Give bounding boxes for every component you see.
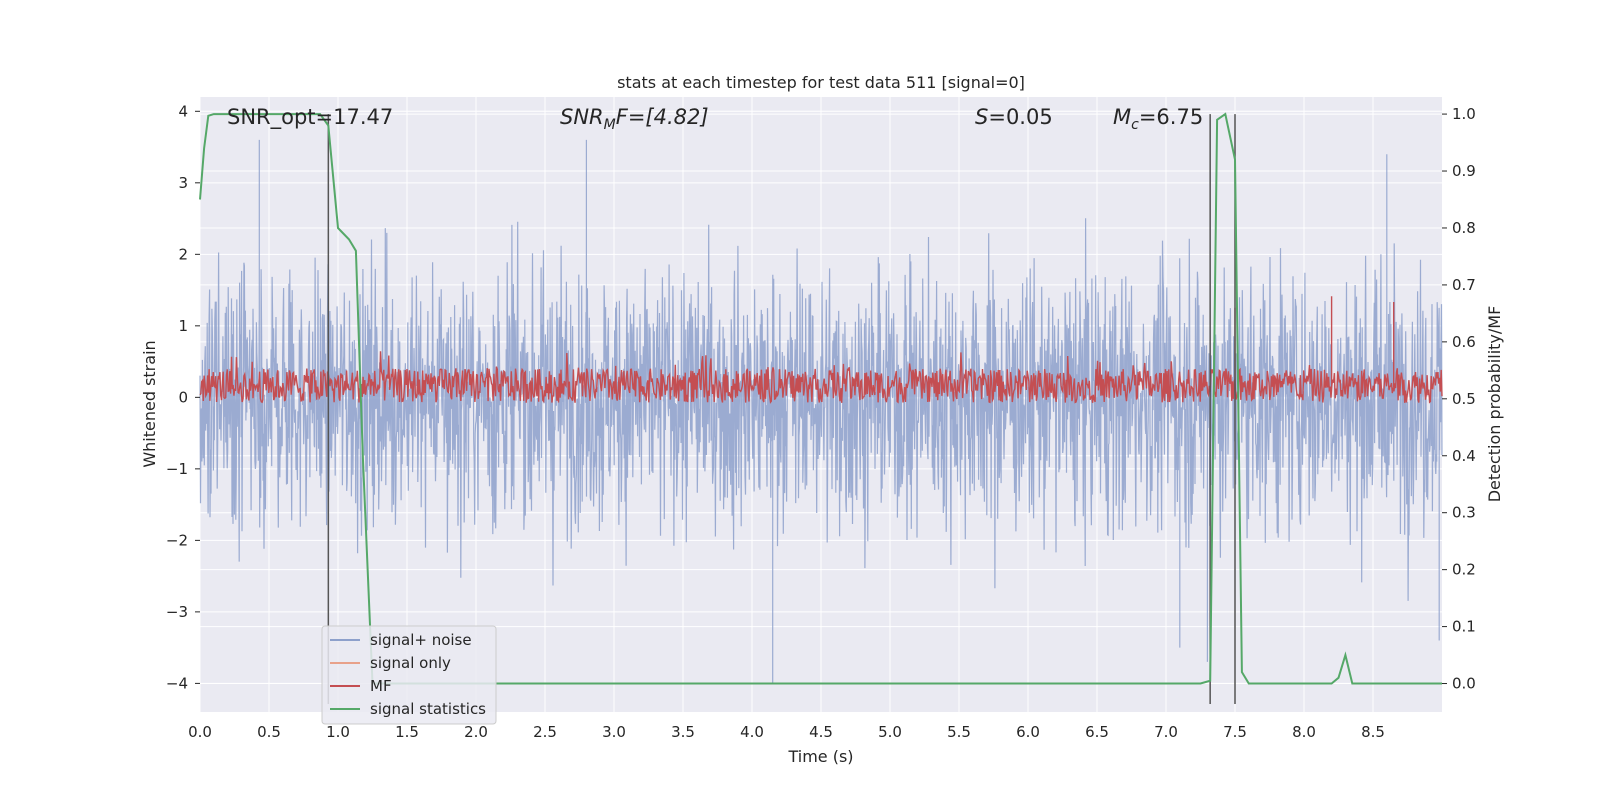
- y-tick-label-right: 0.9: [1452, 162, 1476, 180]
- x-tick-label: 0.0: [188, 723, 212, 741]
- y-tick-label-left: −2: [166, 531, 188, 549]
- x-tick-label: 4.5: [809, 723, 833, 741]
- y-axis-label-left: Whitened strain: [140, 340, 159, 467]
- y-tick-label-right: 0.2: [1452, 561, 1476, 579]
- y-tick-label-left: −3: [166, 603, 188, 621]
- x-tick-label: 3.5: [671, 723, 695, 741]
- y-tick-label-left: −4: [166, 674, 188, 692]
- x-tick-label: 6.5: [1085, 723, 1109, 741]
- series-signal-statistics: [199, 112, 1442, 685]
- y-axis-label-right: Detection probability/MF: [1485, 306, 1504, 503]
- x-tick-label: 5.5: [947, 723, 971, 741]
- x-tick-label: 0.5: [257, 723, 281, 741]
- x-tick-label: 7.5: [1223, 723, 1247, 741]
- annotation-snr-mf: SNRMF=[4.82]: [560, 105, 709, 133]
- x-tick-label: 7.0: [1154, 723, 1178, 741]
- y-tick-label-right: 0.1: [1452, 618, 1476, 636]
- y-tick-label-right: 0.6: [1452, 333, 1476, 351]
- x-tick-label: 4.0: [740, 723, 764, 741]
- x-tick-label: 2.0: [464, 723, 488, 741]
- series-line-signal-noise: [199, 139, 1443, 684]
- y-tick-label-right: 0.0: [1452, 675, 1476, 693]
- y-tick-label-left: 3: [178, 174, 188, 192]
- y-tick-label-right: 0.8: [1452, 219, 1476, 237]
- legend-label-signal-statistics: signal statistics: [370, 700, 486, 718]
- annotation-s: S=0.05: [975, 105, 1053, 129]
- axis-ticks: 0.0 0.5 1.0 1.5 2.0 2.5 3.0 3.5 4.0 4.5 5.0 5.5 6.0 6…: [166, 102, 1476, 741]
- series-line-signal-statistics: [199, 112, 1442, 685]
- x-tick-label: 2.5: [533, 723, 557, 741]
- x-tick-label: 8.0: [1292, 723, 1316, 741]
- x-tick-label: 1.0: [326, 723, 350, 741]
- legend-label-signal-noise: signal+ noise: [370, 631, 472, 649]
- annotation-mc: Mc=6.75: [1113, 105, 1203, 133]
- chart-title: stats at each timestep for test data 511…: [617, 73, 1025, 92]
- y-tick-label-left: 0: [178, 388, 188, 406]
- legend: signal+ noise signal only MF signal stat…: [321, 625, 497, 725]
- x-axis-label: Time (s): [787, 747, 853, 766]
- y-tick-label-left: −1: [166, 460, 188, 478]
- y-tick-label-right: 0.3: [1452, 504, 1476, 522]
- series-signal-noise: [199, 139, 1443, 684]
- y-tick-label-left: 4: [178, 102, 188, 120]
- x-tick-label: 8.5: [1361, 723, 1385, 741]
- y-tick-label-left: 1: [178, 317, 188, 335]
- y-tick-label-right: 0.4: [1452, 447, 1476, 465]
- legend-label-signal-only: signal only: [370, 654, 451, 672]
- y-tick-label-right: 1.0: [1452, 105, 1476, 123]
- x-tick-label: 5.0: [878, 723, 902, 741]
- x-tick-label: 1.5: [395, 723, 419, 741]
- annotation-snr-opt: SNR_opt=17.47: [227, 105, 393, 130]
- y-tick-label-left: 2: [178, 245, 188, 263]
- legend-box: [321, 625, 497, 725]
- legend-label-mf: MF: [370, 677, 392, 695]
- x-tick-label: 6.0: [1016, 723, 1040, 741]
- y-tick-label-right: 0.7: [1452, 276, 1476, 294]
- y-tick-label-right: 0.5: [1452, 390, 1476, 408]
- x-tick-label: 3.0: [602, 723, 626, 741]
